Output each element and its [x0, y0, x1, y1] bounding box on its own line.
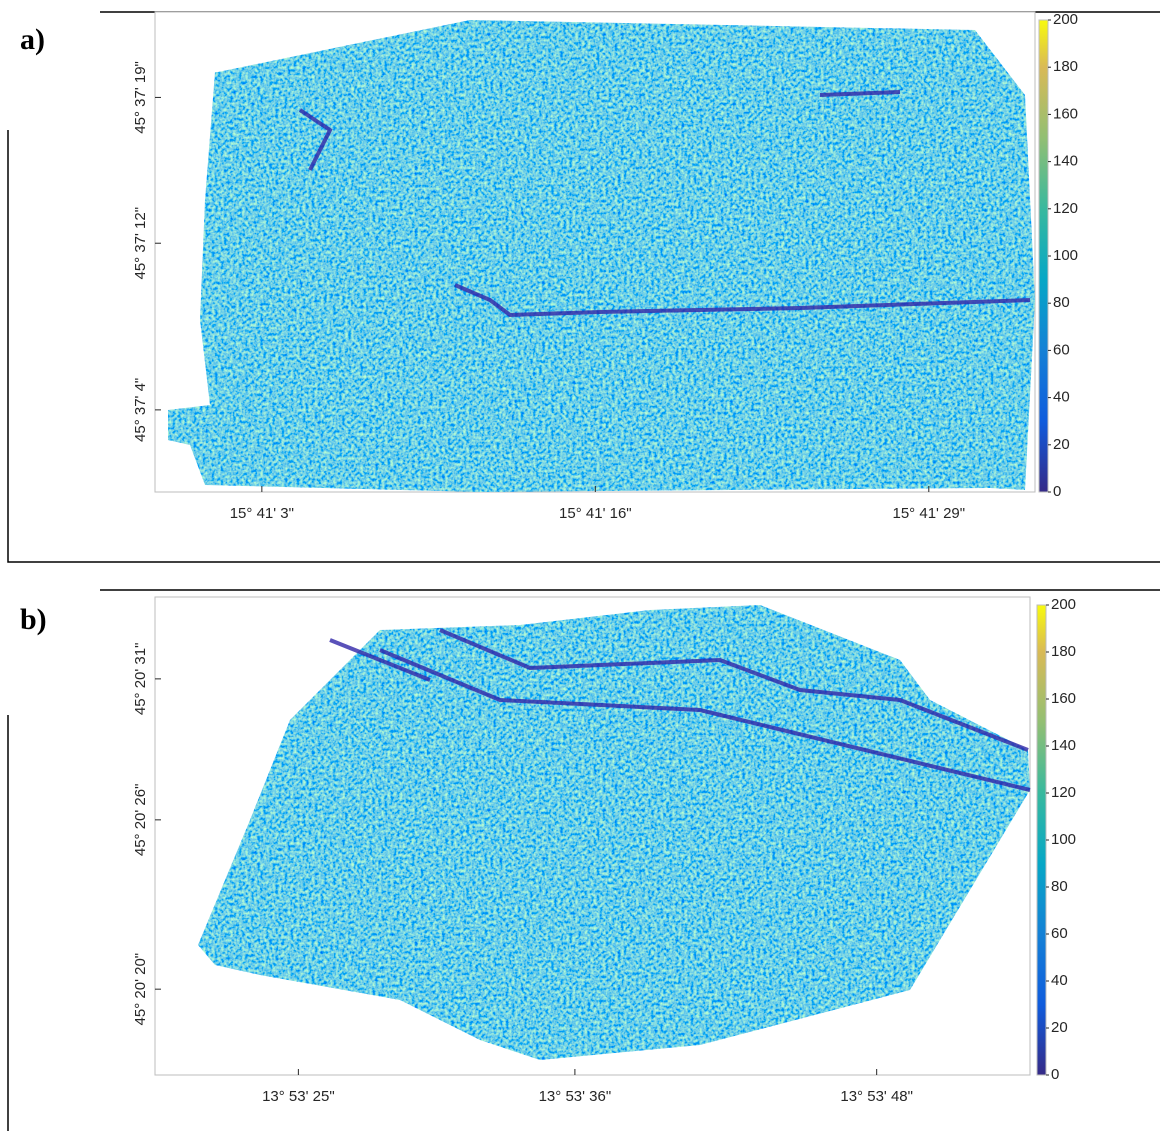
frame-line [7, 130, 1160, 563]
x-tick-label: 15° 41' 3" [230, 505, 294, 522]
colorbar-tick-label: 180 [1051, 643, 1076, 660]
y-tick-label: 45° 37' 4" [132, 378, 149, 442]
colorbar-tick-label: 0 [1053, 483, 1061, 500]
colorbar-tick-label: 120 [1051, 784, 1076, 801]
x-tick-label: 13° 53' 48" [840, 1088, 913, 1105]
colorbar-tick-label: 200 [1053, 11, 1078, 28]
dark-feature [439, 628, 1029, 752]
colorbar-tick-label: 20 [1051, 1019, 1068, 1036]
y-tick-label: 45° 37' 19" [132, 61, 149, 134]
panel-label: b) [20, 603, 47, 636]
x-tick-label: 15° 41' 29" [893, 505, 966, 522]
panel-label: a) [20, 23, 45, 56]
colorbar-tick-label: 140 [1051, 737, 1076, 754]
colorbar-tick-label: 180 [1053, 58, 1078, 75]
colorbar [1038, 19, 1049, 493]
colorbar-tick-label: 60 [1053, 341, 1070, 358]
colorbar-tick-label: 0 [1051, 1066, 1059, 1083]
y-tick-label: 45° 20' 26" [132, 784, 149, 857]
map-surface [168, 20, 1035, 492]
colorbar-tick-label: 160 [1053, 105, 1078, 122]
dark-feature [379, 648, 1031, 792]
y-tick-label: 45° 20' 31" [132, 643, 149, 716]
dark-feature [298, 108, 333, 171]
colorbar-tick-label: 60 [1051, 925, 1068, 942]
colorbar-tick-label: 40 [1053, 389, 1070, 406]
dark-feature [329, 638, 431, 682]
x-tick-label: 13° 53' 36" [539, 1088, 612, 1105]
colorbar-tick-label: 120 [1053, 200, 1078, 217]
colorbar-tick-label: 80 [1053, 294, 1070, 311]
colorbar-tick-label: 100 [1051, 831, 1076, 848]
colorbar [1036, 604, 1047, 1076]
y-tick-label: 45° 37' 12" [132, 207, 149, 280]
colorbar-tick-label: 160 [1051, 690, 1076, 707]
dark-feature [454, 283, 1031, 318]
y-tick-label: 45° 20' 20" [132, 953, 149, 1026]
map-surface [198, 605, 1030, 1060]
colorbar-tick-label: 40 [1051, 972, 1068, 989]
dark-feature [819, 90, 901, 97]
x-tick-label: 13° 53' 25" [262, 1088, 335, 1105]
colorbar-tick-label: 200 [1051, 596, 1076, 613]
colorbar-tick-label: 20 [1053, 436, 1070, 453]
colorbar-tick-label: 100 [1053, 247, 1078, 264]
colorbar-tick-label: 140 [1053, 153, 1078, 170]
x-tick-label: 15° 41' 16" [559, 505, 632, 522]
colorbar-tick-label: 80 [1051, 878, 1068, 895]
